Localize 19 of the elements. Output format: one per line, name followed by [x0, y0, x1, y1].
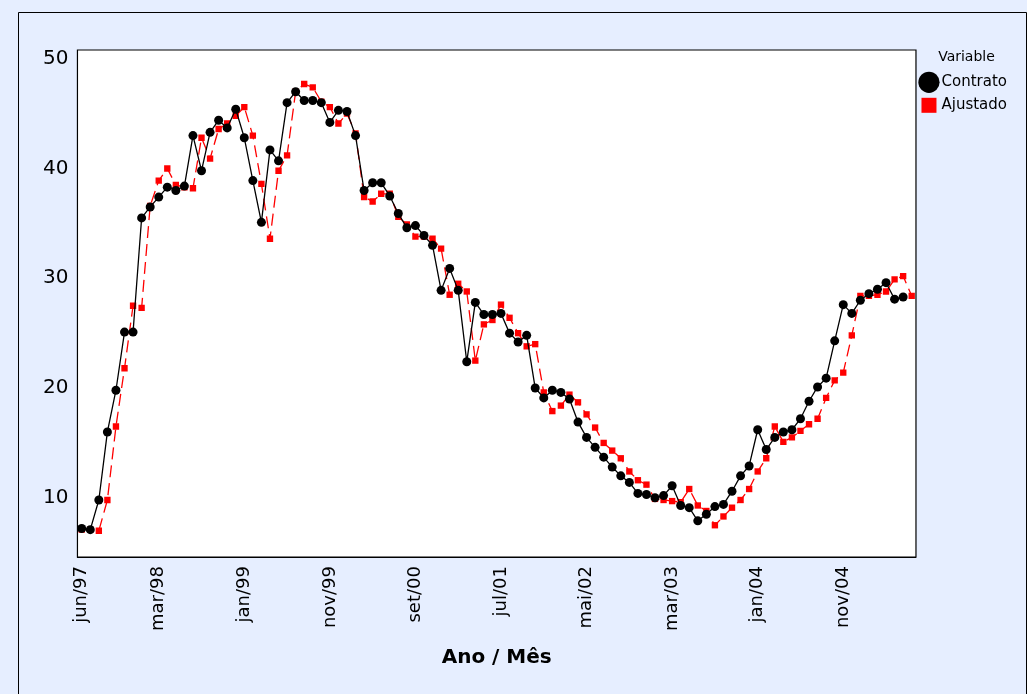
x-tick-label: nov/99 [317, 566, 339, 629]
legend-label: Ajustado [941, 95, 1008, 114]
x-axis-title: Ano / Mês [441, 644, 552, 669]
x-tick-label: mar/03 [659, 566, 681, 631]
y-tick-label: 40 [43, 154, 69, 179]
x-tick-label: mai/02 [574, 566, 596, 629]
x-tick-label: jan/04 [745, 566, 767, 624]
legend-title: Variable [938, 47, 995, 64]
x-tick-label: jun/97 [69, 566, 91, 624]
legend-label: Contrato [941, 72, 1007, 91]
x-tick-label: jul/01 [488, 566, 510, 618]
x-tick-label: mar/98 [146, 566, 168, 631]
y-tick-label: 10 [43, 484, 69, 508]
x-tick-label: set/00 [403, 566, 425, 623]
y-tick-label: 20 [43, 374, 69, 399]
y-tick-label: 30 [43, 264, 69, 289]
x-tick-label: jan/99 [231, 566, 253, 624]
x-tick-label: nov/04 [830, 566, 852, 629]
y-tick-label: 50 [43, 44, 69, 69]
